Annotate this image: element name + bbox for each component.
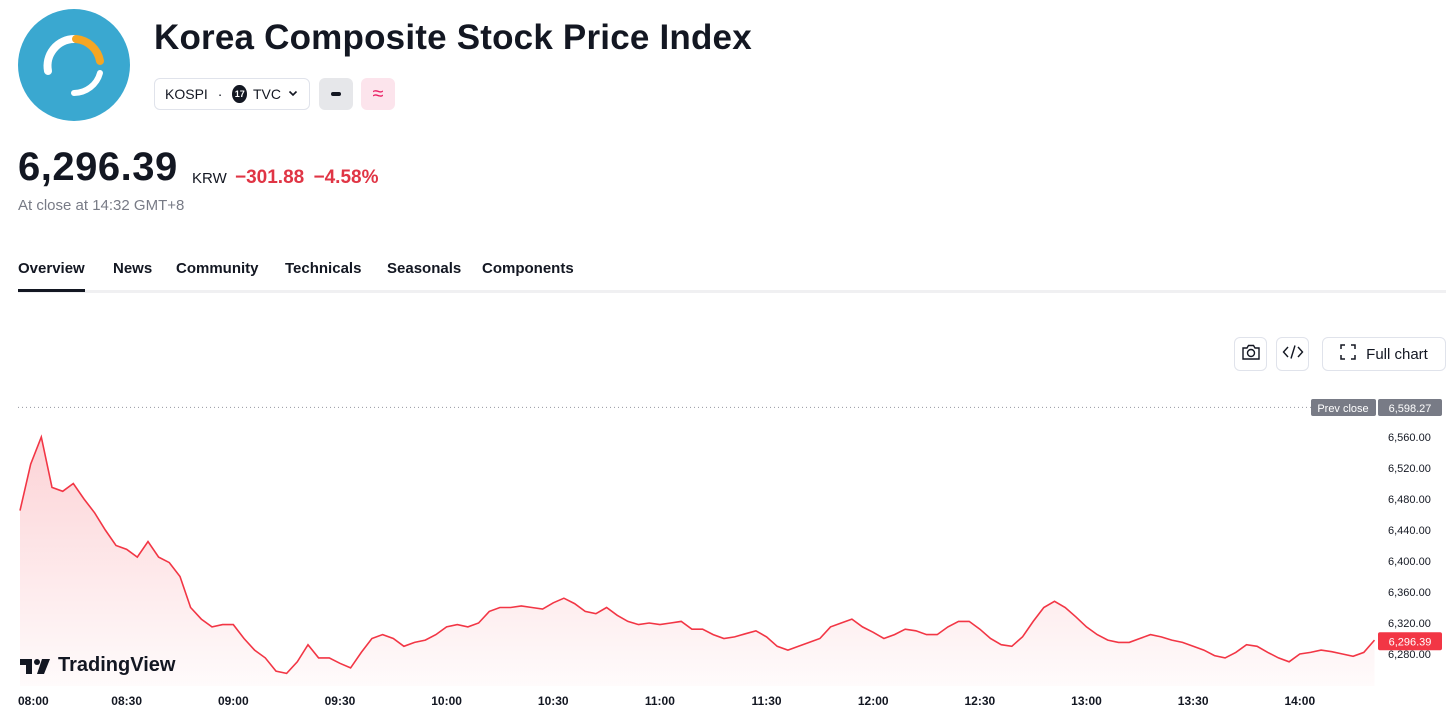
x-axis-tick-label: 09:30 bbox=[325, 694, 356, 708]
currency-label: KRW bbox=[192, 170, 227, 187]
y-axis-tick-label: 6,480.00 bbox=[1388, 494, 1431, 506]
kospi-logo bbox=[18, 9, 130, 121]
last-price-tag: 6,296.39 bbox=[1378, 632, 1442, 651]
tab-components[interactable]: Components bbox=[482, 260, 574, 277]
last-price-value: 6,296.39 bbox=[1389, 636, 1432, 648]
expand-icon bbox=[1340, 344, 1356, 364]
code-icon bbox=[1282, 344, 1304, 364]
x-axis-tick-label: 12:00 bbox=[858, 694, 889, 708]
tradingview-logo[interactable]: TradingView bbox=[20, 654, 175, 677]
y-axis-tick-label: 6,520.00 bbox=[1388, 463, 1431, 475]
tab-community[interactable]: Community bbox=[176, 260, 259, 277]
y-axis-tick-label: 6,440.00 bbox=[1388, 525, 1431, 537]
x-axis-tick-label: 10:00 bbox=[431, 694, 462, 708]
x-axis-tick-label: 13:00 bbox=[1071, 694, 1102, 708]
x-axis-tick-label: 09:00 bbox=[218, 694, 249, 708]
price-area bbox=[20, 437, 1375, 686]
x-axis-tick-label: 08:30 bbox=[111, 694, 142, 708]
x-axis-tick-label: 11:00 bbox=[645, 694, 675, 708]
x-axis-tick-label: 11:30 bbox=[752, 694, 782, 708]
market-status: At close at 14:32 GMT+8 bbox=[18, 197, 185, 214]
tab-bar: Overview News Community Technicals Seaso… bbox=[18, 260, 1446, 293]
tradingview-exchange-icon: 17 bbox=[232, 85, 247, 103]
tab-technicals[interactable]: Technicals bbox=[285, 260, 362, 277]
approx-icon: ≈ bbox=[372, 82, 384, 105]
market-closed-badge[interactable] bbox=[319, 78, 353, 110]
tradingview-wordmark: TradingView bbox=[58, 654, 176, 676]
delayed-data-badge[interactable]: ≈ bbox=[361, 78, 395, 110]
chevron-down-icon bbox=[287, 86, 299, 102]
symbol-exchange-selector[interactable]: KOSPI · 17 TVC bbox=[154, 78, 310, 110]
page-title: Korea Composite Stock Price Index bbox=[154, 18, 752, 57]
y-axis-tick-label: 6,320.00 bbox=[1388, 618, 1431, 630]
prev-close-label: Prev close bbox=[1317, 403, 1368, 415]
prev-close-value: 6,598.27 bbox=[1389, 403, 1432, 415]
last-price: 6,296.39 bbox=[18, 145, 178, 189]
price-line bbox=[19, 434, 1376, 675]
prev-close-tag: Prev close 6,598.27 bbox=[1311, 399, 1442, 416]
price-chart[interactable]: 6,280.00 6,320.00 6,360.00 6,400.00 6,440.00… bbox=[0, 390, 1450, 717]
y-axis-tick-label: 6,280.00 bbox=[1388, 649, 1431, 661]
tab-news[interactable]: News bbox=[113, 260, 153, 277]
y-axis-tick-label: 6,360.00 bbox=[1388, 587, 1431, 599]
exchange-label: TVC bbox=[253, 86, 281, 102]
x-axis-tick-label: 10:30 bbox=[538, 694, 569, 708]
symbol-label: KOSPI bbox=[165, 86, 208, 102]
change-percent: −4.58% bbox=[313, 167, 379, 188]
x-axis-tick-label: 14:00 bbox=[1284, 694, 1315, 708]
tab-seasonals[interactable]: Seasonals bbox=[387, 260, 462, 277]
minus-icon bbox=[331, 92, 341, 96]
price-change: −301.88 −4.58% bbox=[235, 167, 378, 189]
separator-dot: · bbox=[217, 86, 223, 102]
change-value: −301.88 bbox=[235, 167, 305, 188]
y-axis-tick-label: 6,400.00 bbox=[1388, 556, 1431, 568]
embed-button[interactable] bbox=[1276, 337, 1309, 371]
x-axis-tick-label: 13:30 bbox=[1178, 694, 1209, 708]
camera-icon bbox=[1241, 343, 1261, 365]
full-chart-button[interactable]: Full chart bbox=[1322, 337, 1446, 371]
tradingview-icon bbox=[20, 658, 50, 674]
full-chart-label: Full chart bbox=[1366, 345, 1428, 363]
y-axis-tick-label: 6,560.00 bbox=[1388, 432, 1431, 444]
x-axis-tick-label: 08:00 bbox=[18, 694, 49, 708]
tab-overview[interactable]: Overview bbox=[18, 260, 85, 292]
snapshot-button[interactable] bbox=[1234, 337, 1267, 371]
x-axis-tick-label: 12:30 bbox=[964, 694, 995, 708]
